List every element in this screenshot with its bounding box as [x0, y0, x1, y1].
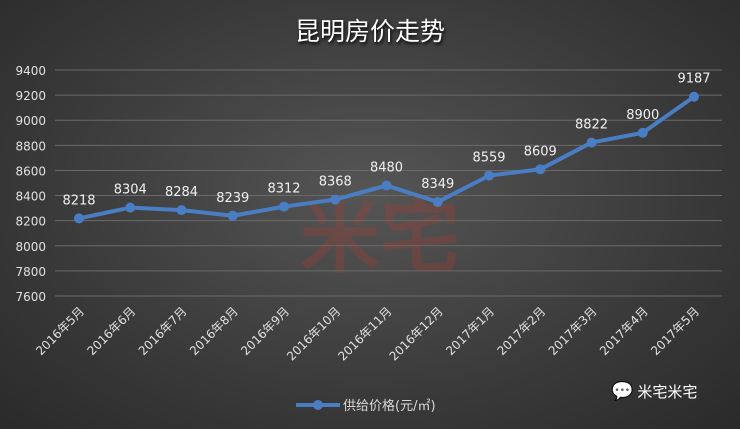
brand-text: 米宅米宅 [637, 383, 698, 401]
data-point [74, 213, 84, 224]
x-tick-label: 2017年2月 [494, 304, 548, 358]
watermark: 米宅 [300, 191, 460, 284]
data-label: 8239 [216, 191, 249, 206]
data-label: 9187 [677, 72, 710, 87]
data-label: 8349 [421, 177, 454, 192]
x-tick-label: 2016年12月 [387, 304, 446, 363]
y-tick-label: 8800 [15, 139, 46, 153]
y-tick-label: 9000 [15, 114, 46, 128]
y-tick-label: 8200 [15, 215, 46, 229]
data-label: 8609 [524, 144, 557, 159]
x-tick-label: 2016年9月 [238, 304, 292, 358]
data-point [381, 180, 392, 191]
data-label: 8304 [114, 183, 147, 198]
data-point [330, 194, 341, 205]
data-label: 8822 [575, 118, 608, 133]
x-tick-label: 2016年5月 [33, 304, 87, 358]
y-tick-label: 8400 [15, 190, 46, 204]
x-tick-label: 2017年1月 [443, 304, 497, 358]
legend: 供给价格(元/㎡) [296, 395, 436, 414]
x-tick-label: 2016年8月 [187, 304, 241, 358]
chart-title: 昆明房价走势 [294, 17, 445, 46]
data-point [586, 137, 597, 148]
x-tick-label: 2016年10月 [284, 304, 343, 363]
x-tick-label: 2016年6月 [84, 304, 138, 358]
data-point [432, 196, 443, 207]
data-label: 8559 [472, 151, 505, 166]
data-point [484, 170, 494, 181]
x-tick-label: 2017年5月 [648, 304, 702, 358]
data-point [535, 164, 546, 175]
data-label: 8218 [62, 193, 95, 208]
y-tick-label: 8600 [15, 164, 46, 178]
data-point [279, 201, 289, 212]
y-tick-label: 7600 [15, 290, 46, 304]
brand: 💬 米宅米宅 [611, 381, 697, 402]
legend-label: 供给价格(元/㎡) [343, 399, 436, 414]
wechat-icon: 💬 [611, 381, 634, 402]
y-tick-label: 9200 [15, 89, 46, 103]
x-tick-label: 2017年4月 [597, 304, 651, 358]
data-label: 8480 [370, 161, 403, 176]
x-tick-label: 2017年3月 [546, 304, 600, 358]
legend-marker [296, 399, 340, 410]
data-point [689, 91, 699, 102]
data-label: 8312 [267, 182, 300, 197]
data-point [227, 210, 238, 221]
data-point [637, 127, 648, 138]
data-point [176, 205, 187, 216]
data-point [125, 202, 136, 213]
y-tick-label: 8000 [15, 240, 46, 254]
y-tick-label: 9400 [15, 64, 46, 78]
data-label: 8284 [165, 185, 198, 200]
x-tick-label: 2016年11月 [335, 304, 394, 363]
data-label: 8368 [319, 175, 352, 190]
data-label: 8900 [626, 108, 659, 123]
x-tick-label: 2016年7月 [136, 304, 190, 358]
y-tick-label: 7800 [15, 265, 46, 279]
